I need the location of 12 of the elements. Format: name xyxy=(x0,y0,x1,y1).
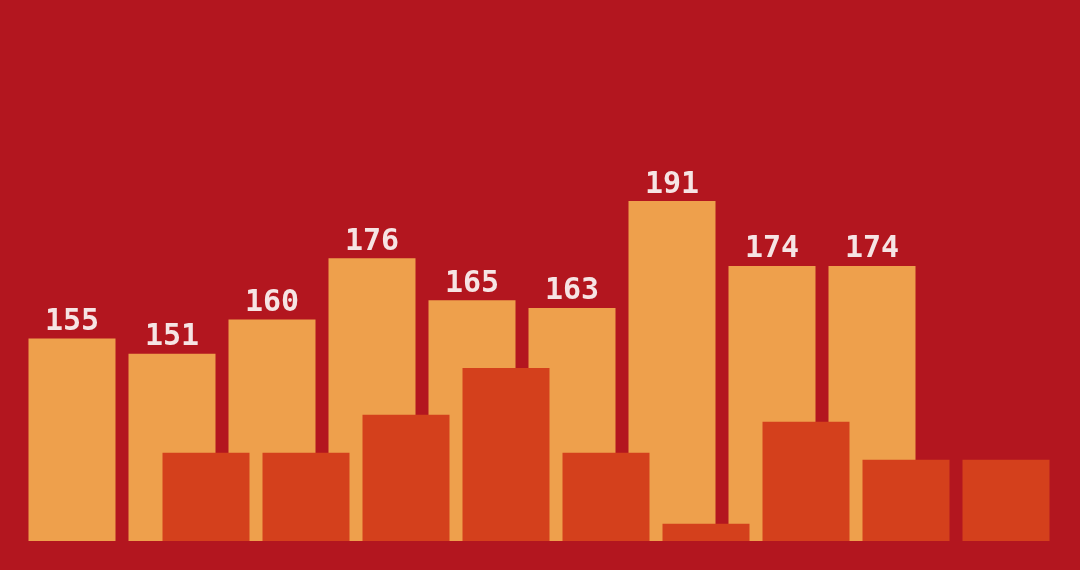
bar xyxy=(862,459,950,541)
data-label: 176 xyxy=(344,221,400,257)
data-label: 151 xyxy=(144,317,200,353)
data-label: 160 xyxy=(244,282,300,318)
data-label: 163 xyxy=(544,271,600,307)
bar xyxy=(962,459,1050,541)
data-label: 155 xyxy=(44,302,100,338)
data-label: 165 xyxy=(444,263,500,299)
data-label: 174 xyxy=(744,229,800,265)
bar xyxy=(662,523,750,541)
data-label: 174 xyxy=(844,229,900,265)
data-label: 191 xyxy=(644,164,700,200)
